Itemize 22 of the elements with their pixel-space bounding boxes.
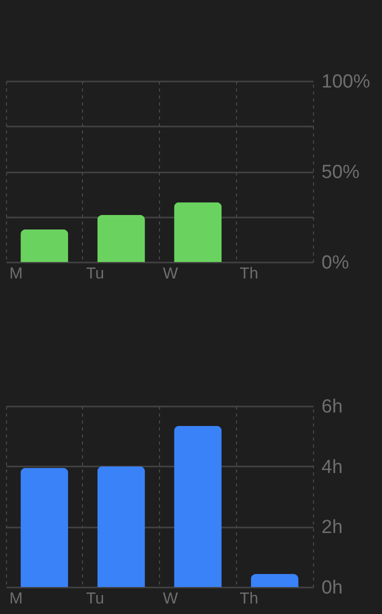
- x-tick-label: M: [9, 266, 23, 282]
- bar: [174, 426, 222, 587]
- y-tick-label: 4h: [322, 456, 343, 478]
- x-tick-label: W: [162, 590, 179, 608]
- bar: [250, 574, 298, 587]
- bar: [97, 466, 145, 587]
- x-tick-label: M: [9, 590, 23, 608]
- x-tick-label: Th: [240, 266, 258, 282]
- y-tick-label: 100%: [322, 72, 370, 92]
- x-tick-label: Th: [240, 590, 258, 608]
- bar: [20, 468, 68, 587]
- y-tick-label: 50%: [322, 162, 360, 183]
- y-tick-label: 0%: [322, 252, 350, 274]
- y-tick-label: 2h: [322, 517, 343, 538]
- x-tick-label: W: [162, 266, 179, 282]
- y-tick-label: 0h: [322, 578, 343, 598]
- x-tick-label: Tu: [86, 266, 104, 282]
- y-tick-label: 6h: [322, 396, 343, 418]
- bar: [20, 229, 68, 262]
- bar: [97, 214, 145, 262]
- x-tick-label: Tu: [86, 590, 104, 608]
- bar: [174, 202, 222, 262]
